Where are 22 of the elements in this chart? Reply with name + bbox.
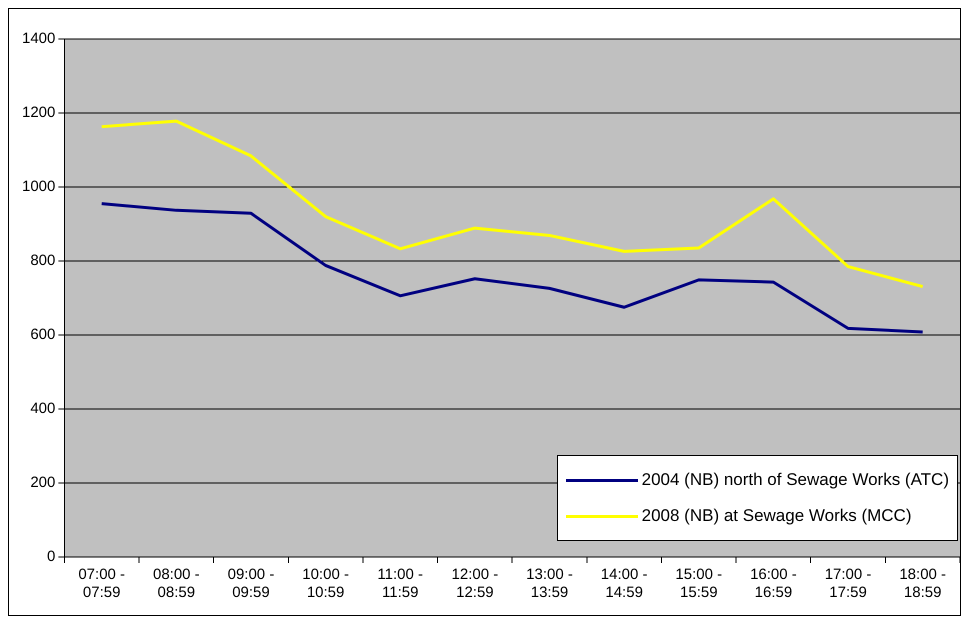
y-tick-label: 200 bbox=[30, 474, 56, 492]
y-tick-label: 400 bbox=[30, 400, 56, 418]
x-tick-label: 18:00 - 18:59 bbox=[899, 566, 946, 602]
legend-label: 2004 (NB) north of Sewage Works (ATC) bbox=[642, 470, 949, 490]
y-tick-label: 0 bbox=[47, 548, 56, 566]
x-tick-label: 14:00 - 14:59 bbox=[600, 566, 648, 602]
y-tick-label: 1400 bbox=[22, 30, 56, 48]
x-tick-label: 15:00 - 15:59 bbox=[675, 566, 722, 602]
x-tick-label: 16:00 - 16:59 bbox=[750, 566, 797, 602]
x-tick-label: 11:00 - 11:59 bbox=[377, 566, 424, 602]
y-tick-label: 1200 bbox=[22, 104, 56, 122]
x-tick-label: 08:00 - 08:59 bbox=[152, 566, 200, 602]
y-tick-label: 600 bbox=[30, 326, 56, 344]
x-tick-label: 12:00 - 12:59 bbox=[452, 566, 498, 602]
x-tick-label: 09:00 - 09:59 bbox=[228, 566, 274, 602]
x-tick-label: 10:00 - 10:59 bbox=[302, 566, 349, 602]
y-tick-label: 800 bbox=[30, 252, 56, 270]
y-tick-label: 1000 bbox=[22, 178, 56, 196]
x-tick-label: 13:00 - 13:59 bbox=[526, 566, 573, 602]
x-tick-label: 17:00 - 17:59 bbox=[824, 566, 872, 602]
x-tick-label: 07:00 - 07:59 bbox=[78, 566, 126, 602]
legend-label: 2008 (NB) at Sewage Works (MCC) bbox=[642, 506, 912, 526]
